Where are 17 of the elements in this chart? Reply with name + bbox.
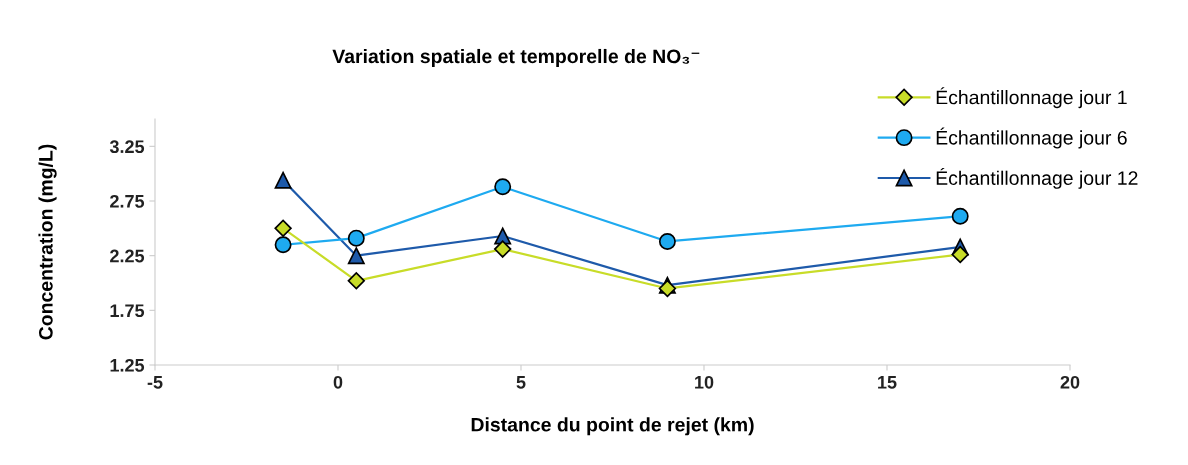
x-tick-label: 20 xyxy=(1060,375,1080,389)
x-axis-title: Distance du point de rejet (km) xyxy=(471,417,754,436)
x-tick-label: 0 xyxy=(333,375,343,389)
y-tick-label: 1.75 xyxy=(110,304,145,318)
y-tick-label: 3.25 xyxy=(109,140,145,154)
legend-label: Échantillonnage jour 1 xyxy=(936,87,1127,109)
y-axis-title: Concentration (mg/L) xyxy=(38,144,57,340)
x-tick-label: 5 xyxy=(516,376,526,389)
x-tick-label: 10 xyxy=(695,375,714,389)
y-tick-label: 1.25 xyxy=(110,358,145,372)
y-tick-label: 2.25 xyxy=(110,249,145,263)
chart-title: Variation spatiale et temporelle de NO₃⁻ xyxy=(332,48,700,68)
legend-label: Échantillonnage jour 12 xyxy=(936,167,1138,189)
x-tick-label: 15 xyxy=(878,376,897,389)
y-tick-label: 2.75 xyxy=(110,194,145,208)
legend-label: Échantillonnage jour 6 xyxy=(936,127,1127,149)
x-tick-label: -5 xyxy=(147,376,163,389)
